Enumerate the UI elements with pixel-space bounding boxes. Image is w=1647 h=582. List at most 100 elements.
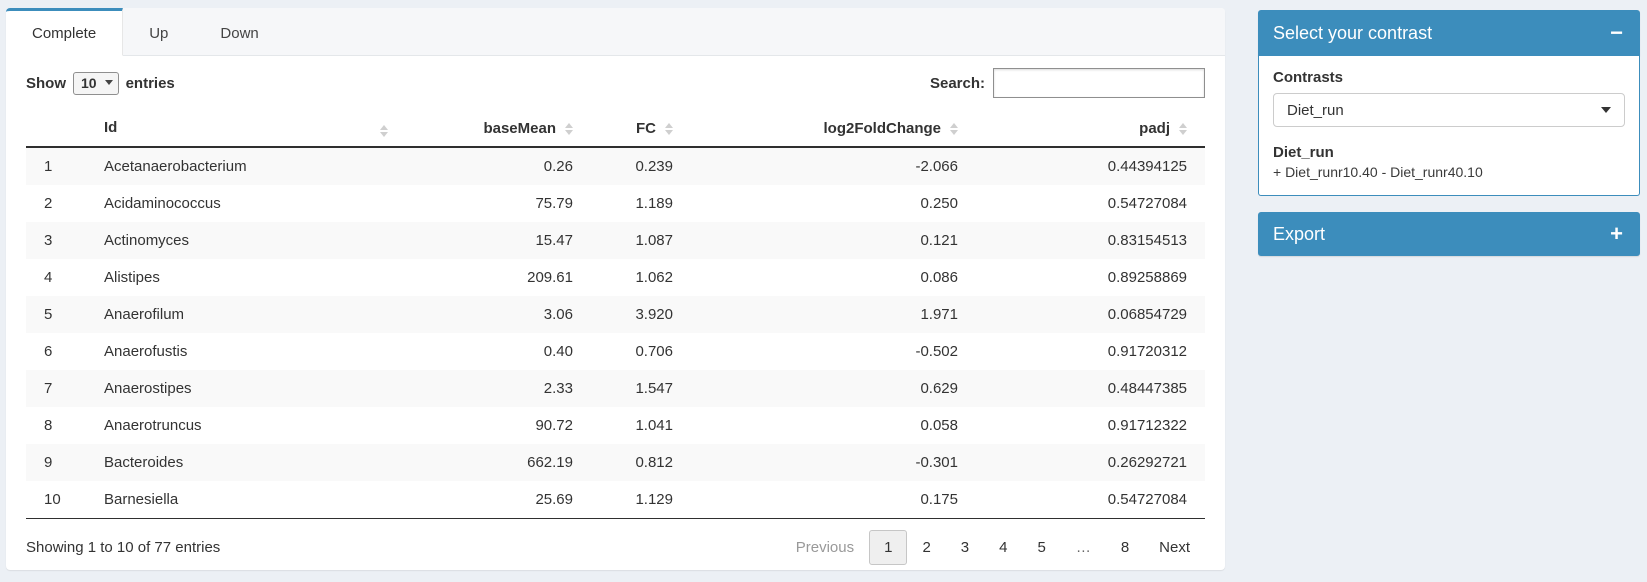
row-number-cell: 2 (44, 195, 53, 212)
contrast-box-title: Select your contrast (1273, 22, 1433, 43)
expand-plus-icon[interactable]: + (1610, 221, 1623, 246)
cell-log2FoldChange: 0.058 (920, 417, 958, 434)
contrast-select-value: Diet_run (1287, 101, 1344, 119)
cell-FC: 1.129 (591, 481, 691, 519)
cell-baseMean: 0.40 (543, 343, 573, 360)
contrast-select[interactable]: Diet_run (1273, 93, 1625, 127)
cell-log2FoldChange: 0.121 (920, 232, 958, 249)
previous-page-button[interactable]: Previous (795, 539, 855, 556)
row-number-cell: 1 (44, 158, 53, 175)
sort-icon (380, 125, 388, 137)
page-button-8[interactable]: 8 (1120, 539, 1130, 556)
cell-Id: Acetanaerobacterium (104, 158, 247, 175)
cell-Id: Alistipes (104, 269, 160, 286)
chevron-down-icon (104, 80, 113, 85)
tab-complete[interactable]: Complete (6, 8, 124, 56)
cell-Id: Barnesiella (86, 481, 406, 519)
cell-padj: 0.91712322 (1107, 417, 1187, 434)
sort-icon (565, 122, 573, 135)
row-number-cell: 4 (44, 269, 53, 286)
table-row[interactable]: 4 Alistipes 209.61 1.062 0.086 0.89258869 (26, 259, 1205, 296)
column-header-label: FC (636, 119, 656, 137)
page-button-1[interactable]: 1 (869, 530, 908, 565)
cell-padj: 0.06854729 (1107, 306, 1187, 323)
cell-padj: 0.89258869 (1107, 269, 1187, 286)
chevron-down-icon (1601, 107, 1611, 113)
cell-baseMean: 2.33 (543, 380, 573, 397)
sort-icon (665, 122, 673, 135)
table-row[interactable]: 9 Bacteroides 662.19 0.812 -0.301 0.26292721 (26, 444, 1205, 481)
page-button-2[interactable]: 2 (922, 539, 931, 556)
cell-FC: 0.239 (635, 158, 673, 175)
cell-FC: 1.547 (635, 380, 673, 397)
contrast-box-body: Contrasts Diet_run Diet_run + Diet_runr1… (1258, 56, 1640, 196)
table-row[interactable]: 6 Anaerofustis 0.40 0.706 -0.502 0.91720312 (26, 333, 1205, 370)
cell-FC: 0.706 (635, 343, 673, 360)
show-label: Show (26, 74, 66, 92)
cell-Id: Bacteroides (104, 454, 184, 471)
cell-baseMean: 25.69 (406, 481, 591, 519)
cell-baseMean: 15.47 (535, 232, 573, 249)
contrast-name: Diet_run (1273, 144, 1334, 161)
contrasts-label: Contrasts (1273, 69, 1344, 86)
tab-bar: Complete Up Down (6, 8, 1225, 56)
column-header-padj[interactable]: padj (976, 110, 1205, 148)
search-input[interactable] (993, 68, 1205, 98)
page-button-3[interactable]: 3 (960, 539, 970, 556)
search-control: Search: (930, 68, 1205, 98)
column-header-label: baseMean (483, 119, 556, 137)
export-box-header: Export + (1258, 212, 1640, 256)
cell-Id: Actinomyces (104, 232, 190, 249)
table-row[interactable]: 5 Anaerofilum 3.06 3.920 1.971 0.06854729 (26, 296, 1205, 333)
cell-log2FoldChange: -0.301 (915, 454, 958, 471)
cell-padj: 0.91720312 (1107, 343, 1187, 360)
tab-down[interactable]: Down (220, 24, 259, 42)
cell-baseMean: 209.61 (527, 269, 573, 286)
cell-padj: 0.26292721 (1107, 454, 1187, 471)
pagination: Previous 1 2 3 4 5 … 8 Next (781, 530, 1205, 565)
tab-up[interactable]: Up (149, 24, 169, 42)
results-panel: Complete Up Down Show 10 entries Search: (6, 8, 1225, 570)
cell-padj: 0.48447385 (1107, 380, 1187, 397)
cell-baseMean: 662.19 (527, 454, 573, 471)
cell-padj: 0.54727084 (1107, 195, 1187, 212)
row-number-cell: 5 (44, 306, 53, 323)
contrast-box: Select your contrast − Contrasts Diet_ru… (1258, 10, 1640, 196)
cell-baseMean: 0.26 (543, 158, 573, 175)
table-row[interactable]: 1 Acetanaerobacterium 0.26 0.239 -2.066 0.443… (26, 147, 1205, 185)
row-number-cell: 9 (44, 454, 53, 471)
table-row[interactable]: 10 Barnesiella 25.69 1.129 0.175 0.54727084 (26, 481, 1205, 519)
cell-log2FoldChange: 1.971 (920, 306, 958, 323)
page-length-control: Show 10 entries (26, 71, 175, 95)
tab-content: Show 10 entries Search: Id baseMean FC log2… (6, 56, 1225, 565)
page-button-4[interactable]: 4 (999, 539, 1008, 556)
column-header-baseMean[interactable]: baseMean (406, 110, 591, 148)
cell-FC: 3.920 (635, 306, 673, 323)
column-header-log2FoldChange[interactable]: log2FoldChange (691, 110, 976, 148)
cell-log2FoldChange: -0.502 (915, 343, 958, 360)
table-body: 1 Acetanaerobacterium 0.26 0.239 -2.066 0.443… (26, 147, 1205, 519)
table-header-row: Id baseMean FC log2FoldChange padj (26, 110, 1205, 148)
cell-Id: Acidaminococcus (104, 195, 221, 212)
column-header-Id[interactable]: Id (86, 110, 406, 148)
next-page-button[interactable]: Next (1159, 539, 1190, 556)
page-length-value: 10 (81, 74, 97, 91)
column-header-FC[interactable]: FC (591, 110, 691, 148)
contrast-box-header: Select your contrast − (1258, 10, 1640, 56)
pagination-ellipsis: … (1075, 539, 1091, 556)
row-number-cell: 6 (44, 343, 53, 360)
table-row[interactable]: 8 Anaerotruncus 90.72 1.041 0.058 0.91712322 (26, 407, 1205, 444)
table-info: Showing 1 to 10 of 77 entries (26, 539, 221, 556)
table-row[interactable]: 2 Acidaminococcus 75.79 1.189 0.250 0.5472708… (26, 185, 1205, 222)
table-row[interactable]: 7 Anaerostipes 2.33 1.547 0.629 0.48447385 (26, 370, 1205, 407)
contrast-formula: + Diet_runr10.40 - Diet_runr40.10 (1273, 164, 1483, 180)
page-button-5[interactable]: 5 (1037, 539, 1046, 556)
page-length-select[interactable]: 10 (73, 71, 119, 95)
collapse-minus-icon[interactable]: − (1610, 20, 1623, 45)
cell-Id: Anaerofilum (104, 306, 185, 323)
cell-padj: 0.83154513 (1107, 232, 1187, 249)
row-number-cell: 7 (44, 380, 53, 397)
cell-FC: 0.812 (635, 454, 673, 471)
search-label: Search: (929, 74, 985, 92)
table-row[interactable]: 3 Actinomyces 15.47 1.087 0.121 0.83154513 (26, 222, 1205, 259)
